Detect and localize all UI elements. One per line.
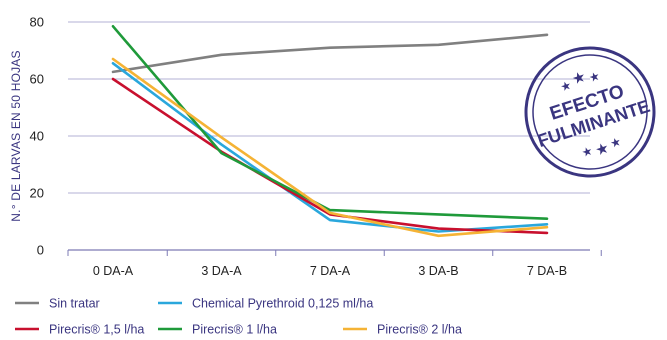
svg-text:★: ★ <box>593 139 611 159</box>
y-axis-ticks: 0 20 40 60 80 <box>30 15 44 258</box>
y-tick-label: 20 <box>30 186 44 201</box>
stamp-outer-ring <box>524 46 656 178</box>
x-axis: 0 DA-A 3 DA-A 7 DA-A 3 DA-B 7 DA-B <box>67 249 602 278</box>
series-line <box>111 61 549 233</box>
y-tick-label: 40 <box>30 129 44 144</box>
y-tick-label: 80 <box>30 15 44 30</box>
svg-text:★: ★ <box>570 68 588 88</box>
svg-text:★: ★ <box>608 134 623 151</box>
x-tick-label: 7 DA-A <box>310 264 351 278</box>
svg-text:★: ★ <box>559 78 574 95</box>
grid-lines <box>68 21 590 194</box>
svg-text:★: ★ <box>587 69 602 86</box>
legend-label: Chemical Pyrethroid 0,125 ml/ha <box>192 297 373 311</box>
legend: Sin tratar Chemical Pyrethroid 0,125 ml/h… <box>15 297 462 337</box>
y-tick-label: 0 <box>37 243 44 258</box>
x-tick-label: 0 DA-A <box>93 264 134 278</box>
efecto-fulminante-stamp: ★ ★ ★ EFECTO FULMINANTE ★ ★ ★ <box>524 46 656 178</box>
series-line <box>111 77 549 235</box>
legend-label: Sin tratar <box>49 297 100 311</box>
stamp-bottom-stars: ★ ★ ★ <box>580 134 623 161</box>
stamp-top-stars: ★ ★ ★ <box>559 68 602 95</box>
series-lines <box>111 24 549 238</box>
series-line <box>111 33 549 74</box>
series-line <box>111 57 549 238</box>
legend-label: Pirecris® 1 l/ha <box>192 323 277 337</box>
legend-label: Pirecris® 2 l/ha <box>377 323 462 337</box>
x-tick-label: 3 DA-A <box>201 264 242 278</box>
y-tick-label: 60 <box>30 72 44 87</box>
stamp-inner-ring <box>532 54 648 170</box>
legend-label: Pirecris® 1,5 l/ha <box>49 323 144 337</box>
svg-text:★: ★ <box>580 144 595 161</box>
y-axis-label: N.° DE LARVAS EN 50 HOJAS <box>9 50 23 221</box>
x-tick-label: 7 DA-B <box>527 264 567 278</box>
x-tick-label: 3 DA-B <box>418 264 458 278</box>
